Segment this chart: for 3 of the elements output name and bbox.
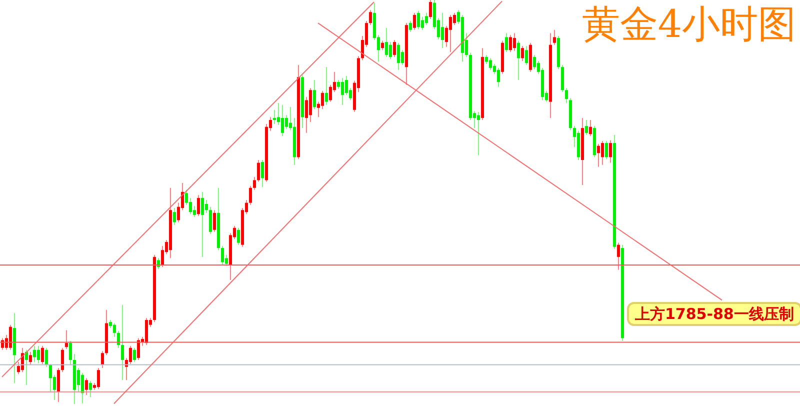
chart-title: 黄金4小时图 (582, 2, 796, 46)
callout-box: 上方1785-88一线压制 (627, 302, 800, 326)
annotation: 上方1785-88一线压制 (635, 305, 794, 323)
